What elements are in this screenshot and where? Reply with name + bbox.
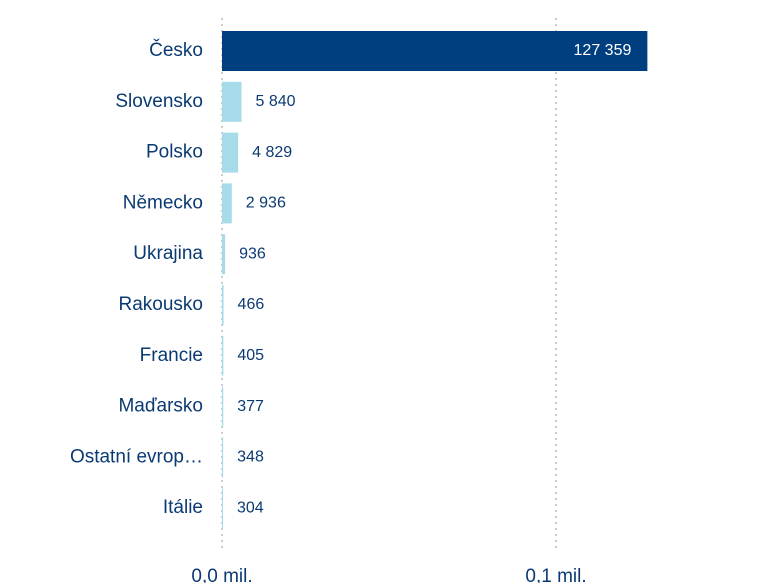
- category-label: Ostatní evrop…: [70, 446, 203, 467]
- value-label: 5 840: [256, 93, 296, 110]
- bar: [222, 31, 648, 71]
- value-label: 405: [237, 347, 264, 364]
- category-label: Německo: [123, 192, 203, 213]
- value-label: 127 359: [574, 42, 632, 59]
- bar: [222, 81, 242, 122]
- value-label: 2 936: [246, 195, 286, 212]
- category-label: Polsko: [146, 142, 203, 163]
- bar: [222, 132, 239, 173]
- category-label: Ukrajina: [133, 243, 203, 264]
- value-label: 348: [237, 449, 264, 466]
- value-label: 936: [239, 245, 266, 262]
- category-label: Maďarsko: [118, 396, 203, 417]
- value-label: 304: [237, 499, 264, 516]
- x-tick-label: 0,1 mil.: [525, 566, 586, 583]
- bar: [222, 285, 224, 325]
- value-label: 466: [238, 296, 265, 313]
- bar: [222, 488, 224, 529]
- category-label: Česko: [149, 39, 203, 61]
- bar: [222, 234, 226, 275]
- x-tick-label: 0,0 mil.: [191, 566, 252, 583]
- bar: [222, 183, 232, 224]
- bar: [222, 386, 224, 427]
- value-label: 4 829: [252, 144, 292, 161]
- value-label: 377: [237, 398, 264, 415]
- category-label: Slovensko: [115, 91, 203, 112]
- bar: [222, 437, 224, 478]
- bar: [222, 335, 224, 376]
- category-label: Rakousko: [119, 294, 204, 315]
- category-label: Francie: [140, 345, 203, 366]
- category-label: Itálie: [163, 497, 203, 518]
